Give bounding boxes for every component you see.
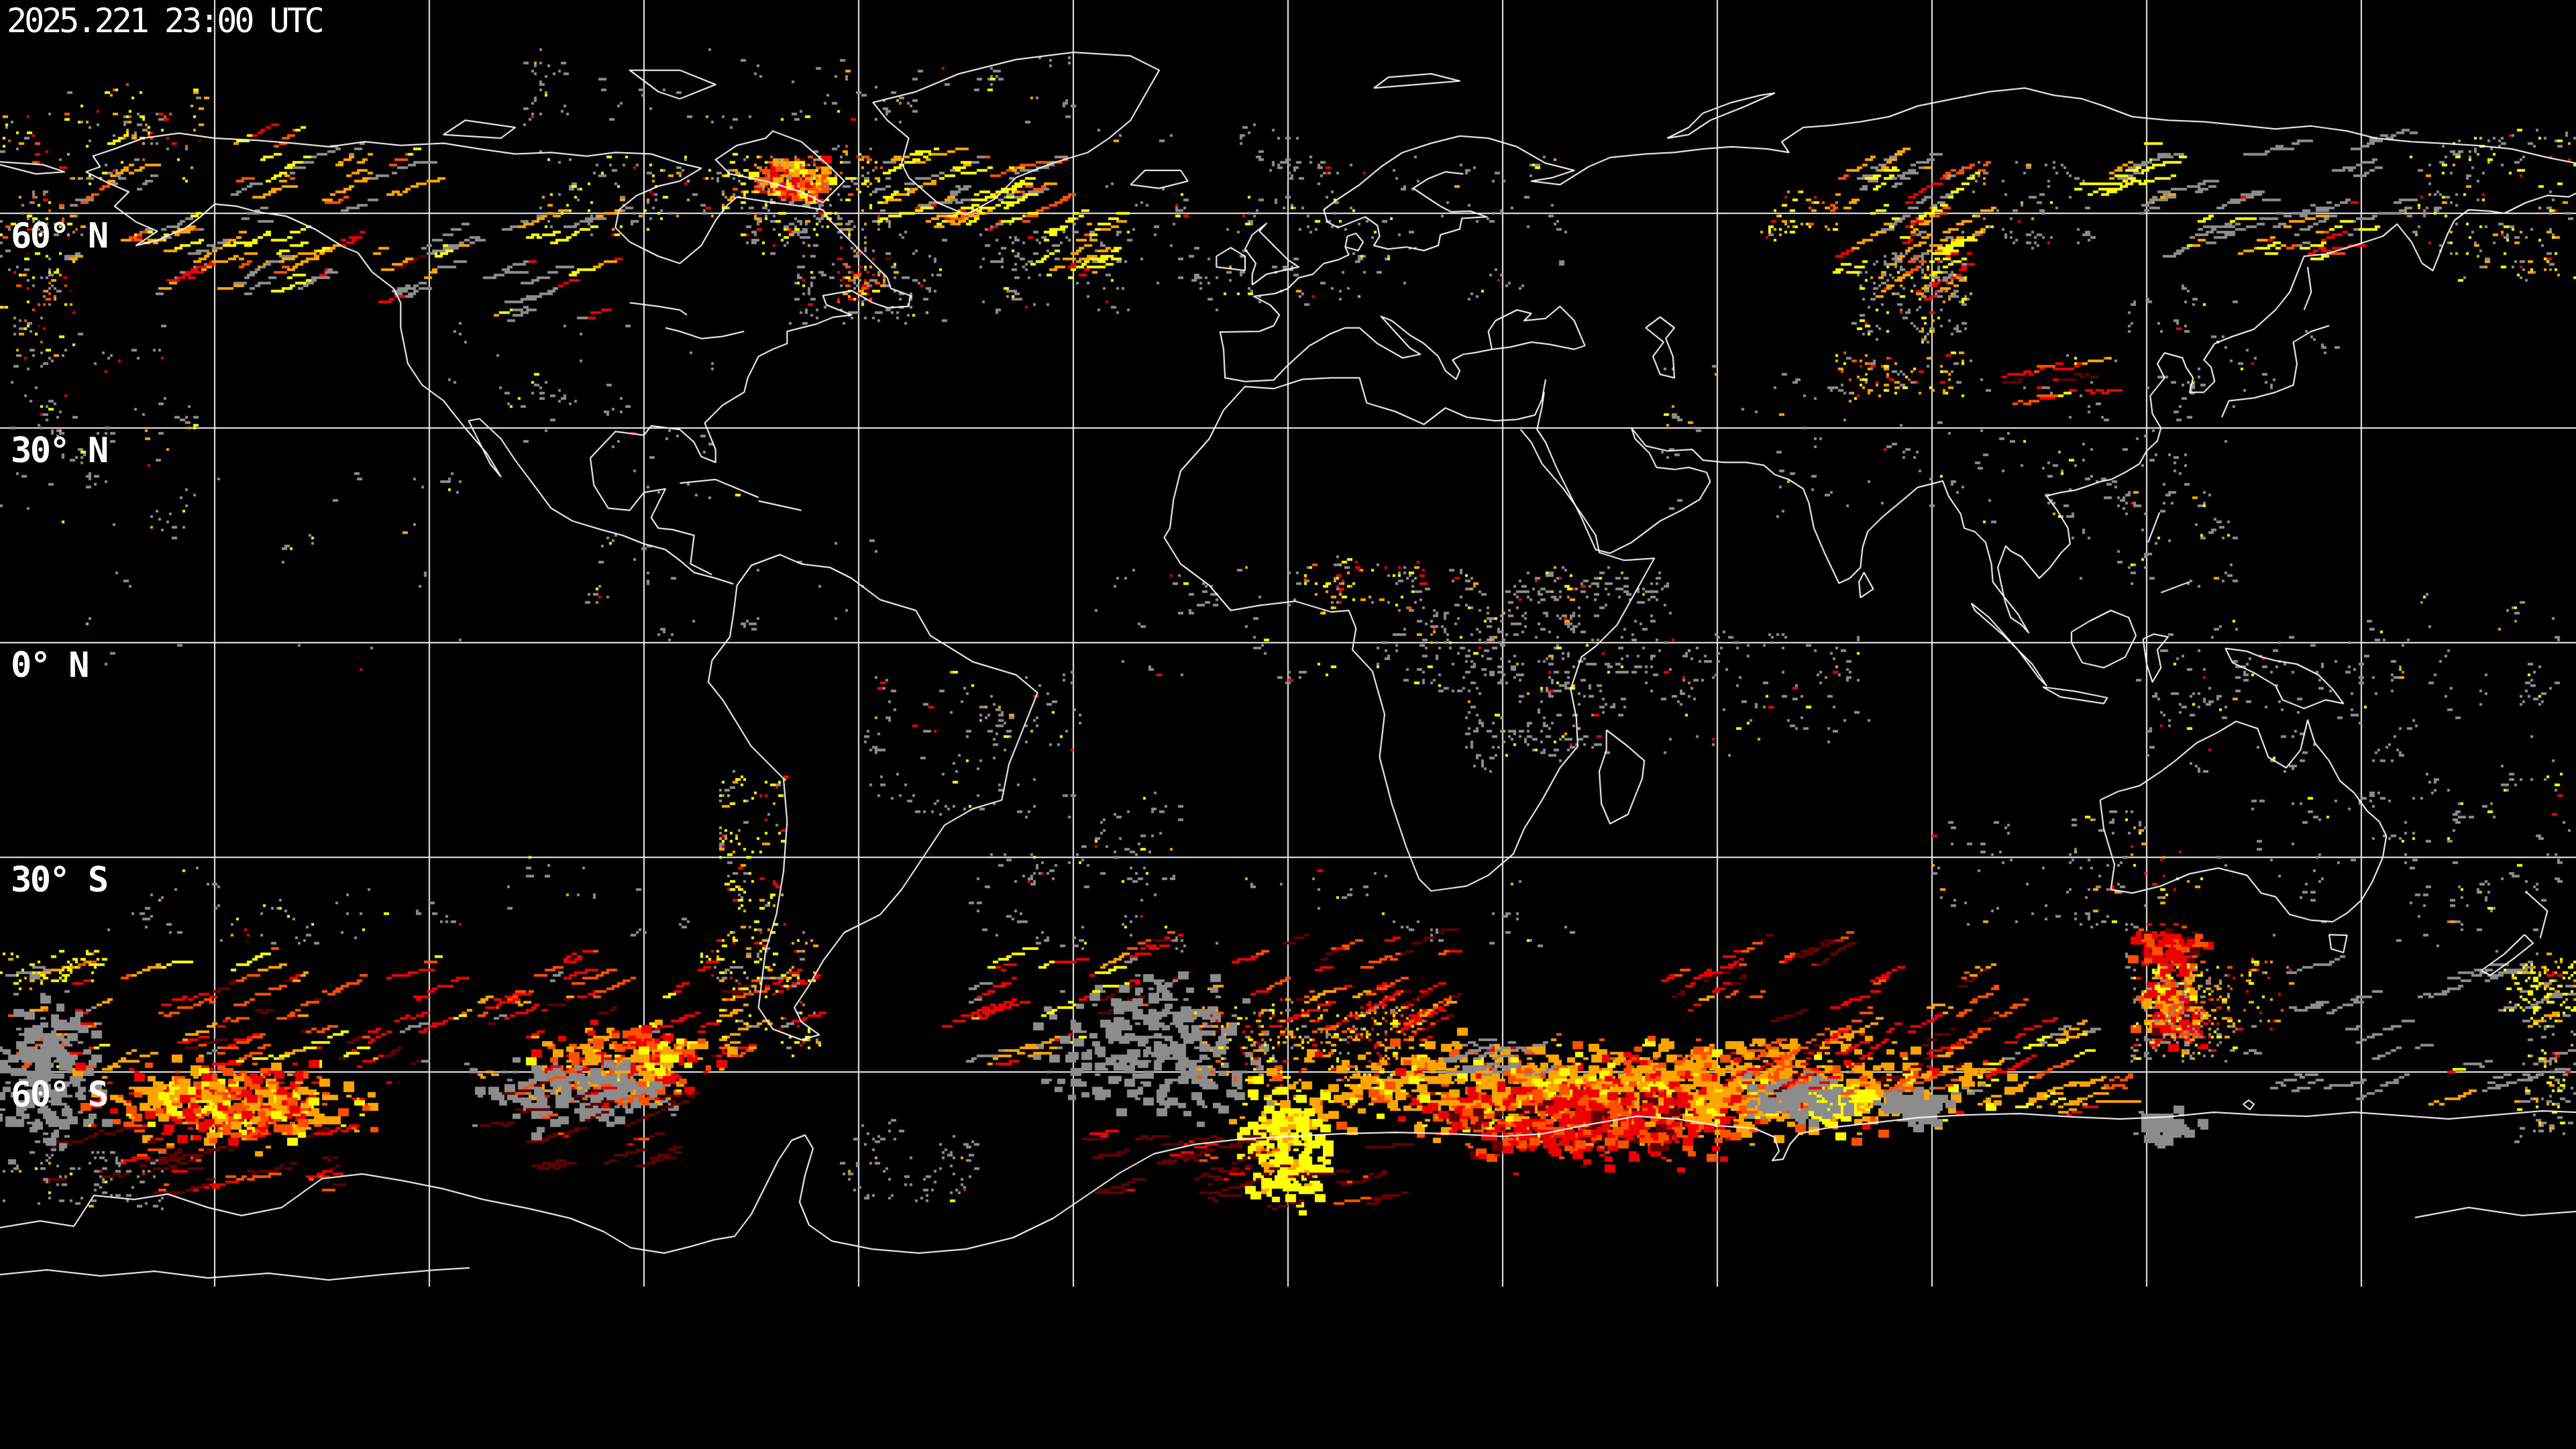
timestamp: 2025.221 23:00 UTC [7, 1, 325, 40]
lat-label-30n: 30° N [11, 431, 109, 471]
legend: SLW Large Drop Index 13.5-16 16-19 19-22… [0, 1288, 2576, 1449]
lat-label-0n: 0° N [11, 645, 89, 686]
lat-label-60s: 60° S [11, 1075, 109, 1115]
lat-label-30s: 30° S [11, 860, 109, 900]
lat-label-60n: 60° N [11, 216, 109, 256]
